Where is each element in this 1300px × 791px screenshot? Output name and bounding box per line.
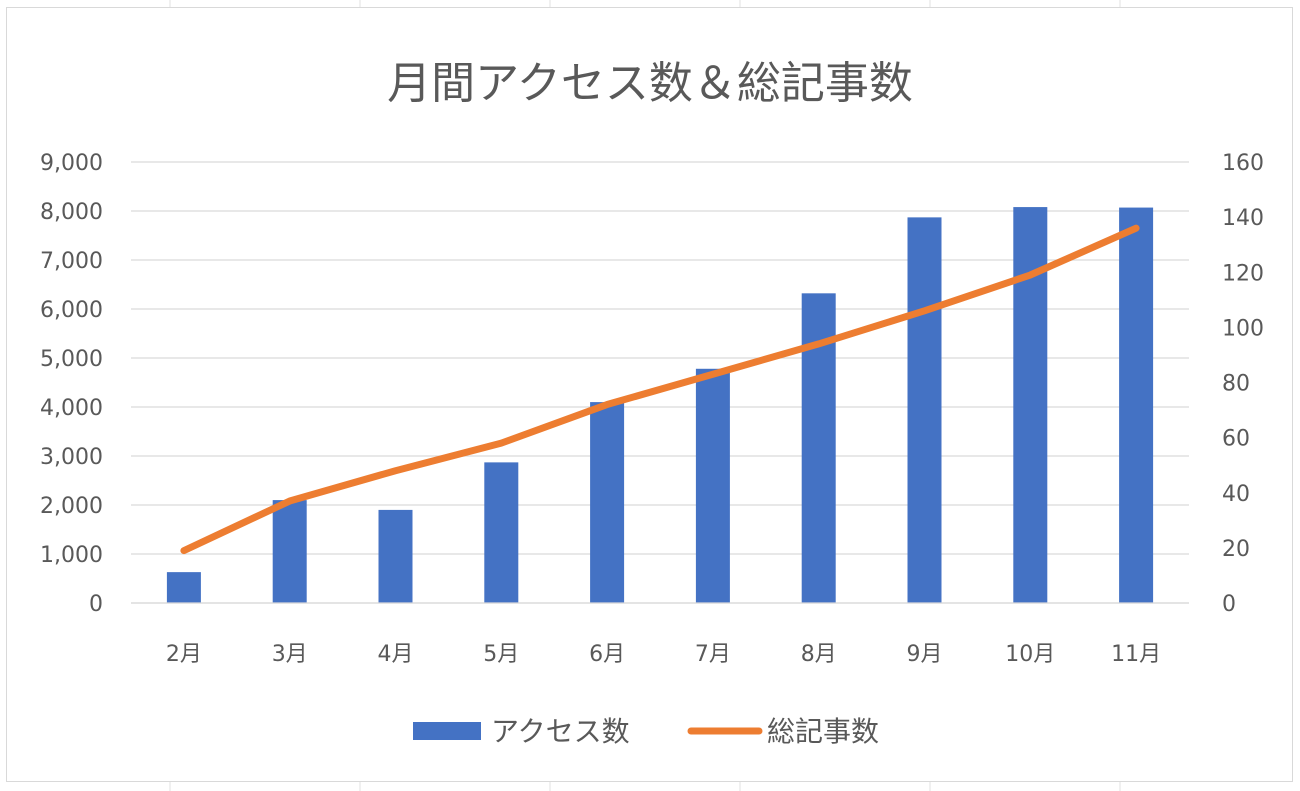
y-left-tick-label: 7,000 — [40, 249, 103, 274]
legend-swatch-bar — [413, 722, 481, 740]
y-right-tick-label: 40 — [1222, 482, 1250, 507]
y-left-tick-label: 2,000 — [40, 494, 103, 519]
y-right-tick-label: 100 — [1222, 316, 1264, 341]
x-tick-label: 8月 — [801, 642, 837, 667]
x-tick-label: 5月 — [483, 642, 519, 667]
legend: アクセス数 総記事数 — [413, 715, 879, 748]
y-left-tick-label: 6,000 — [40, 298, 103, 323]
line-point — [924, 310, 925, 312]
bar — [272, 500, 307, 603]
bar — [1119, 207, 1154, 603]
bar — [166, 572, 201, 603]
y-left-tick-label: 8,000 — [40, 200, 103, 225]
y-right-tick-label: 80 — [1222, 372, 1250, 397]
y-left-tick-label: 9,000 — [40, 151, 103, 176]
line-point — [395, 470, 396, 472]
x-tick-label: 9月 — [907, 642, 943, 667]
combo-chart: 月間アクセス数＆総記事数 0 1,000 2,000 3,000 4,000 5,000 6… — [40, 58, 1264, 748]
x-tick-label: 3月 — [272, 642, 308, 667]
bar — [907, 217, 942, 603]
x-tick-label: 4月 — [378, 642, 414, 667]
y-right-tick-label: 60 — [1222, 427, 1250, 452]
y-left-tick-label: 5,000 — [40, 347, 103, 372]
x-tick-label: 2月 — [166, 642, 202, 667]
x-tick-label: 10月 — [1005, 642, 1055, 667]
bar — [695, 368, 730, 603]
y-right-tick-label: 120 — [1222, 261, 1264, 286]
bar — [590, 402, 625, 603]
line-point — [1029, 274, 1031, 276]
bar — [378, 509, 413, 603]
y-left-tick-label: 0 — [89, 592, 103, 617]
line-point — [712, 373, 714, 375]
legend-label-bar: アクセス数 — [491, 715, 630, 748]
chart-area[interactable]: 月間アクセス数＆総記事数 0 1,000 2,000 3,000 4,000 5,000 6… — [6, 7, 1293, 782]
line-point — [500, 442, 502, 444]
line-point — [183, 550, 185, 552]
y-right-tick-label: 160 — [1222, 151, 1264, 176]
x-tick-label: 7月 — [695, 642, 731, 667]
line-series — [180, 224, 1140, 555]
y-axis-left: 0 1,000 2,000 3,000 4,000 5,000 6,000 7,000 8,00… — [40, 151, 103, 617]
x-axis: 2月 3月 4月 5月 6月 7月 8月 9月 10月 11月 — [131, 602, 1189, 667]
y-right-tick-label: 20 — [1222, 537, 1250, 562]
y-left-tick-label: 3,000 — [40, 445, 103, 470]
y-left-tick-label: 4,000 — [40, 396, 103, 421]
line-point — [818, 343, 820, 345]
line-path — [180, 224, 1140, 555]
y-right-tick-label: 0 — [1222, 592, 1236, 617]
bar — [484, 462, 519, 603]
y-left-tick-label: 1,000 — [40, 543, 103, 568]
chart-title: 月間アクセス数＆総記事数 — [387, 58, 913, 109]
x-tick-label: 6月 — [589, 642, 625, 667]
line-point — [606, 404, 608, 406]
line-point — [1135, 227, 1137, 229]
bar-series — [166, 207, 1154, 603]
legend-label-line: 総記事数 — [767, 715, 879, 748]
line-point — [289, 500, 291, 502]
x-tick-label: 11月 — [1111, 642, 1161, 667]
y-right-tick-label: 140 — [1222, 206, 1264, 231]
y-axis-right: 0 20 40 60 80 100 120 140 160 — [1222, 151, 1264, 617]
